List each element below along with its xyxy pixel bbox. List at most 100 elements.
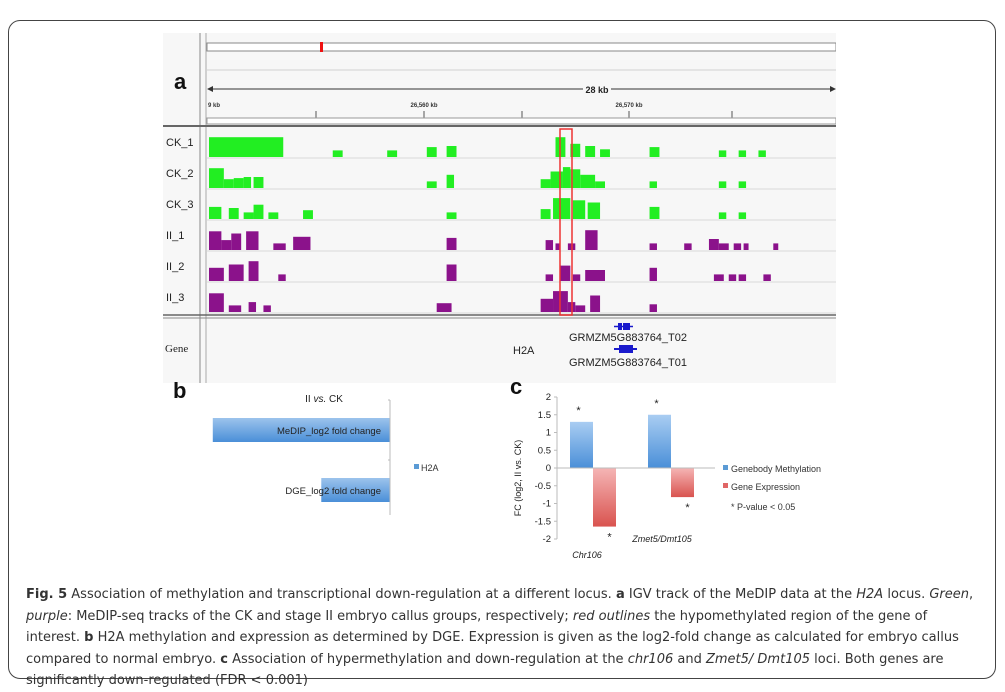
coverage-peak — [572, 200, 586, 219]
caption-text: the hypomethylated region of the gene of… — [26, 608, 928, 646]
coverage-peak — [387, 150, 398, 157]
bar — [212, 418, 390, 442]
caption-text: loci. Both genes are significantly down-… — [26, 651, 944, 689]
coverage-peak — [649, 243, 657, 250]
bar — [570, 421, 593, 468]
bar-category-label: MeDIP_log2 fold change — [277, 426, 381, 437]
panel-a-label: a — [174, 69, 187, 94]
track-name: CK_2 — [166, 168, 194, 180]
coverage-peak — [545, 240, 554, 250]
y-tick-label: -1 — [543, 499, 551, 510]
coverage-peak — [713, 274, 724, 281]
caption-gene: H2A — [856, 587, 884, 602]
igv-panel: 28 kb 9 kb 26,560 kb 26,570 kb CK_1 CK_2 C… — [163, 33, 837, 383]
transcript-label: GRMZM5G883764_T02 — [569, 332, 687, 344]
coverage-peak — [553, 198, 571, 219]
coverage-peak — [248, 261, 259, 281]
coverage-peak — [649, 206, 660, 219]
coverage-peak — [718, 212, 727, 219]
coverage-peak — [718, 150, 727, 157]
coverage-peak — [580, 174, 596, 188]
y-tick-label: 0 — [546, 463, 551, 474]
ruler-span-label: 28 kb — [585, 85, 609, 95]
track-name: CK_1 — [166, 137, 194, 149]
coverage-peak — [550, 171, 563, 188]
coverage-peak — [649, 181, 657, 188]
caption-red-outlines: red outlines — [572, 608, 651, 624]
coverage-peak — [738, 150, 747, 157]
coverage-peak — [446, 146, 457, 157]
coverage-peak — [303, 210, 313, 219]
coverage-peak — [540, 298, 554, 312]
coverage-peak — [238, 150, 254, 157]
chart-c-ylabel: FC (log2, II vs. CK) — [513, 440, 523, 517]
transcript-label: GRMZM5G883764_T01 — [569, 357, 687, 369]
coverage-peak — [649, 147, 660, 157]
y-tick-label: -2 — [543, 534, 551, 545]
panel-b-label: b — [173, 378, 187, 403]
coverage-peak — [718, 181, 727, 188]
coverage-peak — [570, 169, 581, 188]
caption-text: Association of hypermethylation and down… — [227, 651, 628, 667]
caption-text: H2A methylation and expression as determ… — [26, 630, 959, 667]
chart-b-title: II vs. CK — [305, 394, 343, 405]
gene-label-h2a: H2A — [513, 345, 535, 357]
coverage-peak — [738, 181, 747, 188]
ruler-tick-label: 26,560 kb — [410, 103, 437, 109]
coverage-peak — [540, 209, 551, 219]
igv-tracks: 28 kb 9 kb 26,560 kb 26,570 kb CK_1 CK_2 C… — [163, 33, 837, 383]
bar — [321, 478, 390, 502]
bar — [648, 414, 671, 468]
legend-swatch-h2a — [414, 464, 419, 469]
coverage-peak — [718, 243, 729, 250]
coverage-peak — [708, 239, 719, 250]
arrow-right-icon — [830, 86, 836, 92]
coverage-peak — [733, 243, 742, 250]
coverage-peak — [278, 274, 286, 281]
caption-green: Green — [929, 587, 969, 602]
coverage-peak — [585, 270, 605, 281]
coverage-peak — [293, 236, 311, 250]
y-tick-label: -1.5 — [535, 516, 551, 527]
caption-gene: Zmet5/ Dmt105 — [705, 651, 811, 667]
coverage-peak — [587, 202, 601, 219]
coverage-peak — [585, 146, 596, 157]
caption-b: b — [84, 630, 94, 645]
y-tick-label: 1.5 — [538, 410, 551, 421]
coverage-peak — [231, 233, 242, 250]
region-marker[interactable] — [320, 42, 323, 52]
coverage-peak — [763, 274, 771, 281]
coverage-peak — [590, 295, 601, 312]
legend-label-h2a: H2A — [421, 463, 439, 473]
coverage-peak — [572, 274, 581, 281]
coverage-peak — [540, 179, 551, 188]
gene-models[interactable] — [614, 323, 637, 353]
track-name: II_3 — [166, 292, 184, 304]
coverage-peak — [436, 303, 452, 312]
coverage-peak — [545, 274, 554, 281]
coverage-peak — [243, 177, 252, 188]
coverage-peak — [273, 243, 286, 250]
ruler-tick-label: 26,570 kb — [615, 103, 642, 109]
coverage-peak — [595, 181, 605, 188]
significance-star: * — [685, 502, 690, 514]
coverage-peak — [233, 178, 244, 188]
coverage-peak — [743, 243, 749, 250]
panel-c-label: c — [510, 374, 523, 399]
coverage-peak — [209, 206, 222, 219]
coverage-peak — [228, 208, 239, 219]
chart-c: FC (log2, II vs. CK) 2 1.5 1 0.5 0 -0.5 -1 -1.5… — [513, 392, 821, 560]
caption-a: a — [615, 587, 625, 602]
significance-star: * — [607, 532, 612, 544]
coverage-peak — [243, 212, 254, 219]
caption-purple: purple — [26, 608, 68, 624]
category-label: Chr106 — [572, 550, 602, 560]
legend-swatch-methylation — [723, 465, 728, 470]
track-name: CK_3 — [166, 199, 194, 211]
coverage-peak — [223, 179, 234, 188]
legend-label-methylation: Genebody Methylation — [731, 464, 821, 474]
category-label: Zmet5/Dmt105 — [631, 534, 693, 544]
coverage-peak — [263, 305, 271, 312]
coverage-peak — [253, 177, 264, 188]
legend-label-expression: Gene Expression — [731, 482, 800, 492]
